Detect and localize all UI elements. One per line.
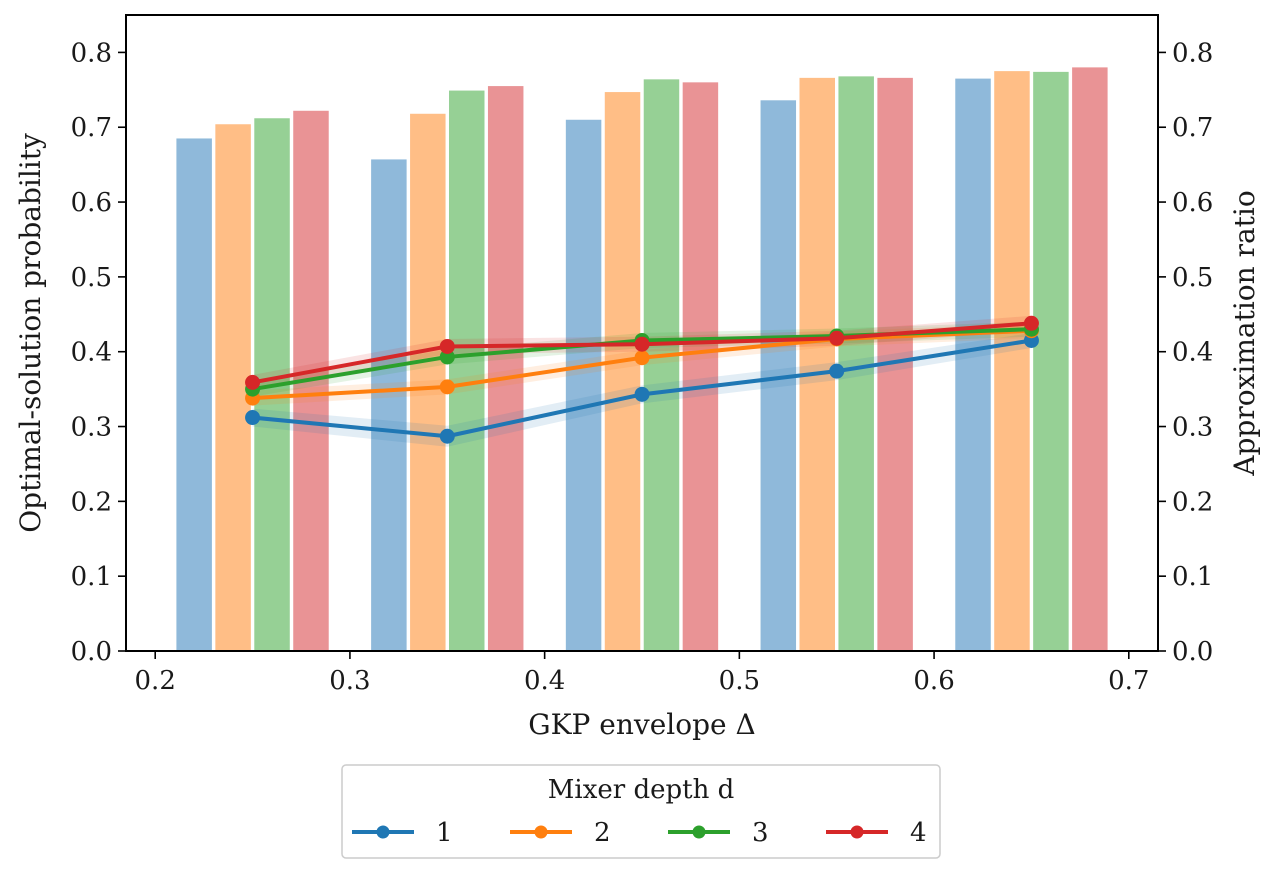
y-axis-right-title: Approximation ratio <box>1228 190 1261 476</box>
bar-d3-4 <box>1031 70 1071 652</box>
y-axis-left: 0.0 0.1 0.2 0.3 0.4 0.5 0.6 0.7 0.8 <box>71 38 126 667</box>
y-tick-label-left: 0.7 <box>71 113 112 143</box>
y-tick-label-right: 0.8 <box>1172 38 1213 68</box>
y-tick-label-left: 0.3 <box>71 413 112 443</box>
point-d4-2 <box>634 336 650 352</box>
legend-label-d1: 1 <box>436 818 453 848</box>
legend-marker-d1 <box>376 825 390 839</box>
x-axis: 0.2 0.3 0.4 0.5 0.6 0.7 <box>135 651 1149 696</box>
lines-layer <box>245 315 1039 444</box>
legend-marker-d3 <box>692 825 706 839</box>
point-d1-1 <box>439 428 455 444</box>
x-tick-label: 0.3 <box>329 666 370 696</box>
x-tick-label: 0.7 <box>1108 666 1149 696</box>
point-d1-3 <box>829 363 845 379</box>
point-d2-1 <box>439 379 455 395</box>
point-d4-4 <box>1023 315 1039 331</box>
point-d4-0 <box>245 374 261 390</box>
y-tick-label-left: 0.8 <box>71 38 112 68</box>
legend-item-d3: 3 <box>668 818 769 848</box>
legend-box <box>341 764 941 859</box>
point-d1-0 <box>245 410 261 426</box>
legend-label-d4: 4 <box>910 818 927 848</box>
y-tick-label-right: 0.6 <box>1172 188 1213 218</box>
y-tick-label-left: 0.0 <box>71 637 112 667</box>
x-tick-label: 0.6 <box>913 666 954 696</box>
plot-frame <box>125 14 1159 652</box>
x-tick-label: 0.2 <box>135 666 176 696</box>
x-tick-label: 0.5 <box>719 666 760 696</box>
y-tick-label-left: 0.5 <box>71 263 112 293</box>
point-d1-2 <box>634 386 650 402</box>
bar-d1-4 <box>953 77 993 652</box>
point-d2-2 <box>634 350 650 366</box>
legend-item-d1: 1 <box>352 818 453 848</box>
point-d3-1 <box>439 349 455 365</box>
point-d4-1 <box>439 338 455 354</box>
y-tick-label-right: 0.5 <box>1172 263 1213 293</box>
x-tick-label: 0.4 <box>524 666 565 696</box>
bar-d4-2 <box>681 80 720 652</box>
bars-layer <box>174 65 1110 652</box>
legend-item-d2: 2 <box>510 818 611 848</box>
y-tick-label-right: 0.3 <box>1172 413 1213 443</box>
bar-d4-1 <box>486 84 525 652</box>
y-tick-label-right: 0.1 <box>1172 562 1213 592</box>
y-tick-label-left: 0.4 <box>71 338 112 368</box>
bar-d4-4 <box>1070 65 1110 652</box>
x-axis-title: GKP envelope Δ <box>528 708 755 741</box>
legend-label-d3: 3 <box>752 818 769 848</box>
bar-d2-2 <box>603 90 642 652</box>
y-tick-label-right: 0.2 <box>1172 487 1213 517</box>
y-axis-left-title: Optimal-solution probability <box>14 133 47 533</box>
y-tick-label-right: 0.7 <box>1172 113 1213 143</box>
y-tick-label-right: 0.0 <box>1172 637 1213 667</box>
bar-d3-3 <box>836 74 876 652</box>
bar-d3-2 <box>642 77 681 652</box>
legend-marker-d4 <box>850 825 864 839</box>
legend-title: Mixer depth d <box>548 775 734 805</box>
legend-item-d4: 4 <box>826 818 927 848</box>
legend-items: 1 2 3 4 <box>352 818 927 848</box>
legend: Mixer depth d 1 2 3 4 <box>341 764 941 859</box>
bar-d3-1 <box>447 89 487 652</box>
axes-layer <box>125 14 1159 652</box>
y-tick-label-left: 0.1 <box>71 562 112 592</box>
point-d4-3 <box>829 330 845 346</box>
y-tick-label-left: 0.6 <box>71 188 112 218</box>
y-tick-label-left: 0.2 <box>71 487 112 517</box>
y-axis-right: 0.0 0.1 0.2 0.3 0.4 0.5 0.6 0.7 0.8 <box>1158 38 1213 667</box>
bar-d1-0 <box>174 136 214 652</box>
legend-marker-d2 <box>534 825 548 839</box>
bar-d1-2 <box>564 118 603 652</box>
y-tick-label-right: 0.4 <box>1172 338 1213 368</box>
bar-d2-4 <box>992 69 1032 652</box>
legend-label-d2: 2 <box>594 818 611 848</box>
bar-d1-1 <box>369 157 409 652</box>
